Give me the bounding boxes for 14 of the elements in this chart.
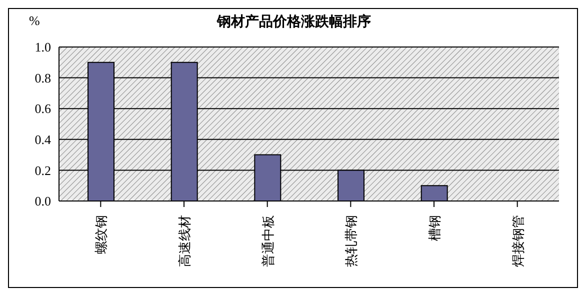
y-tick-label: 0.6 xyxy=(34,101,52,116)
x-tick-label: 普通中板 xyxy=(260,215,276,267)
y-tick-label: 0.0 xyxy=(34,194,51,209)
x-tick-label: 高速线材 xyxy=(177,215,193,267)
x-tick-label: 热轧带钢 xyxy=(344,215,360,267)
x-tick-label: 螺纹钢 xyxy=(94,215,110,254)
x-tick-label: 焊接钢管 xyxy=(511,215,526,267)
y-axis-title: % xyxy=(29,13,40,29)
y-tick-label: 1.0 xyxy=(34,40,51,55)
y-tick-label: 0.2 xyxy=(34,162,51,178)
y-tick-label: 0.4 xyxy=(34,132,52,148)
y-tick-label: 0.8 xyxy=(34,70,51,86)
x-tick-label: 槽钢 xyxy=(428,215,443,241)
chart-title: 钢材产品价格涨跌幅排序 xyxy=(217,14,371,30)
